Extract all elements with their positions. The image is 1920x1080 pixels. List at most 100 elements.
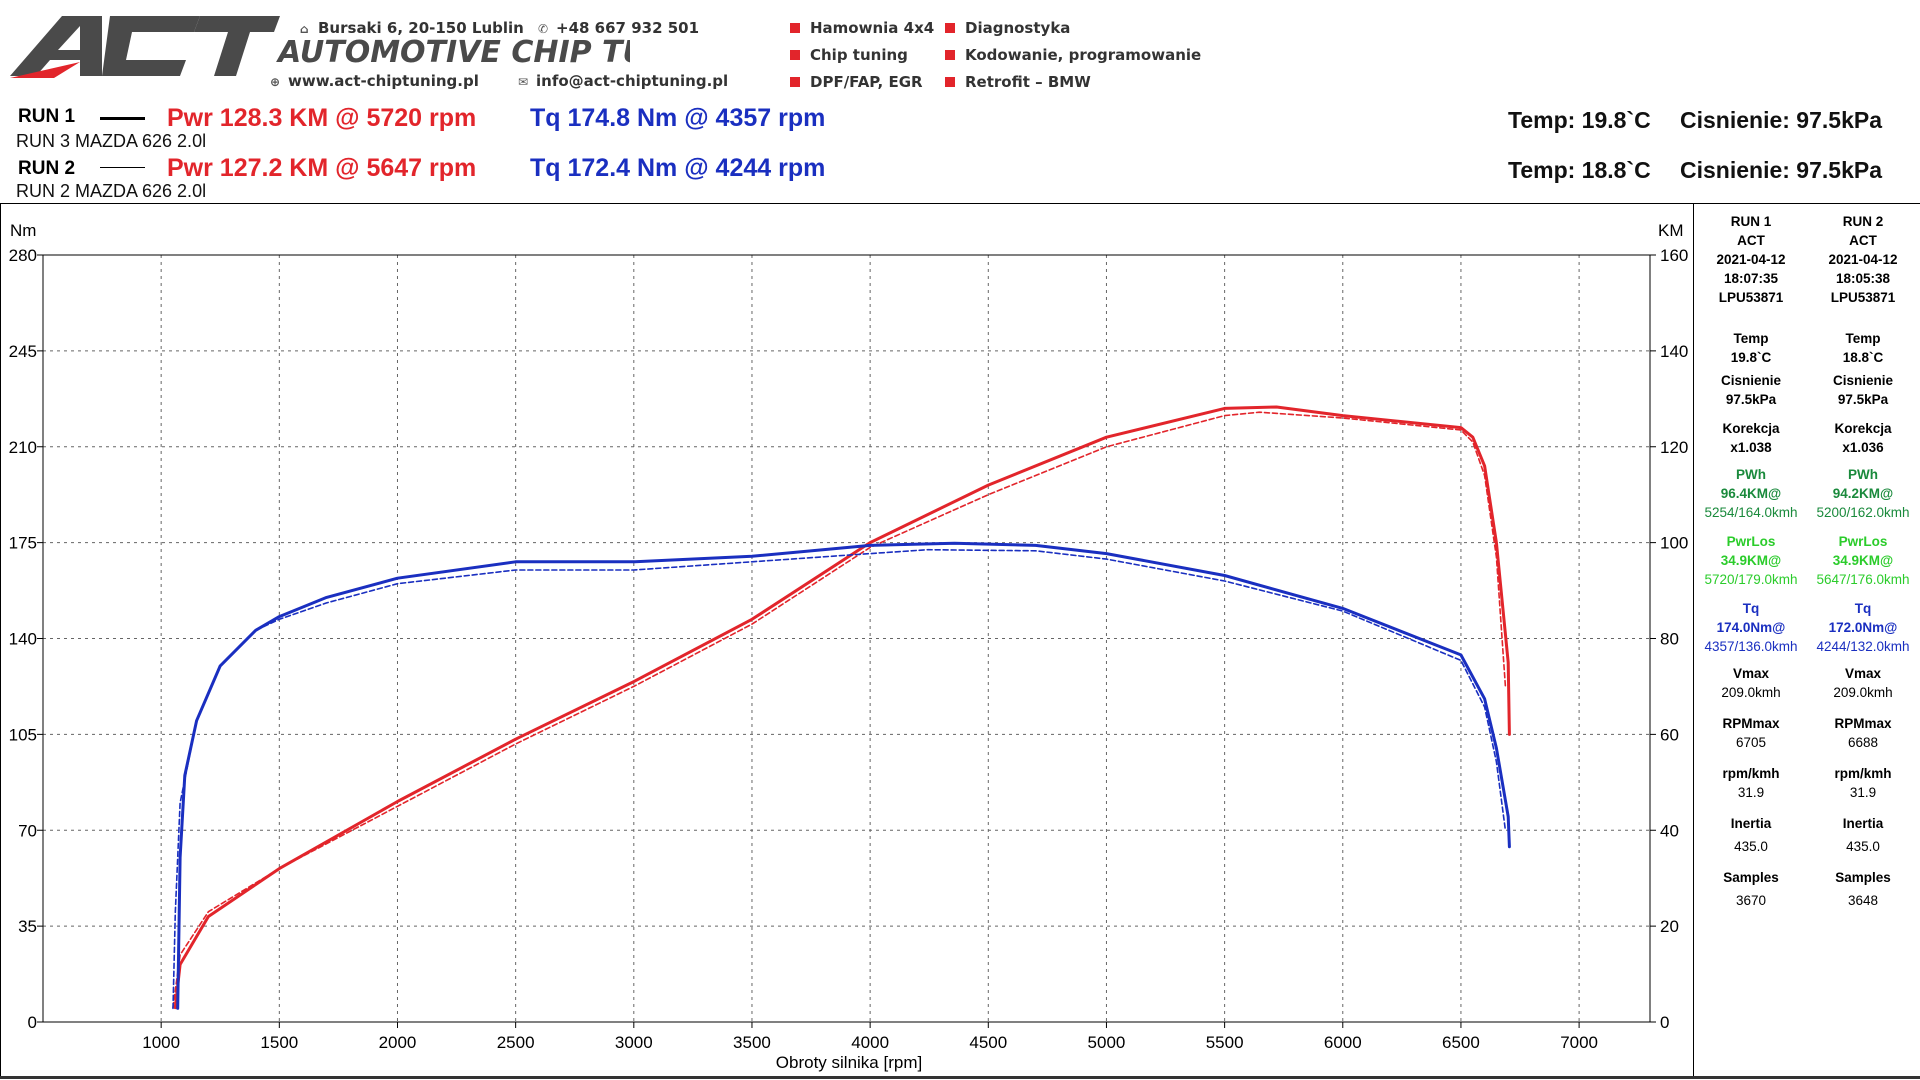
stat-rpmkmh-label: rpm/kmh	[1722, 766, 1780, 781]
service-item: Retrofit – BMW	[945, 73, 1091, 91]
run1-temp: Temp: 19.8`C	[1508, 107, 1651, 133]
run2-pressure: Cisnienie: 97.5kPa	[1680, 157, 1882, 183]
run1-pressure: Cisnienie: 97.5kPa	[1680, 107, 1882, 133]
phone-icon: ✆	[538, 22, 549, 36]
stat-press: 97.5kPa	[1837, 392, 1889, 407]
globe-icon: ⊕	[270, 75, 281, 89]
stat-inertia: 435.0	[1734, 839, 1768, 854]
mail-icon: ✉	[518, 75, 529, 89]
stat-pwh-at: 5200/162.0kmh	[1816, 505, 1910, 520]
y2-axis-label: KM	[1658, 221, 1684, 240]
stat-tq-at: 4357/136.0kmh	[1704, 639, 1798, 654]
x-tick-label: 2000	[379, 1033, 417, 1052]
home-icon: ⌂	[300, 22, 309, 36]
bullet-icon	[945, 77, 955, 87]
y-tick-label: 210	[9, 438, 37, 457]
stat-pwrlos-label: PwrLos	[1726, 534, 1776, 549]
service-item: Diagnostyka	[945, 19, 1070, 37]
y-axis-label: Nm	[10, 221, 36, 240]
stat-inertia-label: Inertia	[1842, 816, 1884, 831]
bottom-border	[0, 1076, 1920, 1079]
website: ⊕ www.act-chiptuning.pl	[270, 72, 479, 90]
x-axis-label: Obroty silnika [rpm]	[776, 1053, 922, 1072]
service-item: Kodowanie, programowanie	[945, 46, 1201, 64]
x-tick-label: 4500	[969, 1033, 1007, 1052]
y2-tick-label: 60	[1660, 725, 1679, 744]
bullet-icon	[790, 23, 800, 33]
stat-korekcja: x1.038	[1730, 440, 1772, 455]
chart-grid	[43, 255, 1650, 1022]
stat-pwrlos: 34.9KM@	[1720, 553, 1782, 568]
stat-pwrlos: 34.9KM@	[1832, 553, 1894, 568]
stat-pwh: 96.4KM@	[1720, 486, 1782, 501]
stat-tq-label: Tq	[1854, 601, 1872, 616]
stats-run2: RUN 2 ACT 2021-04-12 18:05:38 LPU53871 T…	[1808, 212, 1918, 914]
service-item: DPF/FAP, EGR	[790, 73, 923, 91]
run2-temp: Temp: 18.8`C	[1508, 157, 1651, 183]
y-tick-label: 175	[9, 534, 37, 553]
x-tick-label: 1000	[142, 1033, 180, 1052]
torque-curve-run1	[176, 541, 1511, 1010]
stats-panel	[1694, 203, 1920, 1077]
stat-run: RUN 1	[1730, 214, 1772, 229]
stat-rpmmax-label: RPMmax	[1722, 716, 1780, 731]
bullet-icon	[790, 77, 800, 87]
y-tick-label: 140	[9, 630, 37, 649]
bullet-icon	[945, 50, 955, 60]
x-tick-label: 4000	[851, 1033, 889, 1052]
stat-pwh-label: PWh	[1848, 467, 1878, 482]
y2-tick-label: 0	[1660, 1013, 1669, 1032]
stats-run1: RUN 1 ACT 2021-04-12 18:07:35 LPU53871 T…	[1696, 212, 1806, 914]
stat-pwh: 94.2KM@	[1832, 486, 1894, 501]
email: ✉ info@act-chiptuning.pl	[518, 72, 729, 90]
stat-vmax-label: Vmax	[1732, 666, 1770, 681]
torque-curve-run2	[172, 548, 1507, 1010]
y2-tick-label: 80	[1660, 630, 1679, 649]
x-tick-label: 1500	[260, 1033, 298, 1052]
y2-tick-label: 120	[1660, 438, 1688, 457]
x-tick-label: 5500	[1206, 1033, 1244, 1052]
stat-shop: ACT	[1737, 233, 1765, 248]
stat-pwrlos-at: 5647/176.0kmh	[1816, 572, 1910, 587]
chart-axes: 0 35 70 105 140 175 210 245 280 0 20 40 60 80 100 120 14…	[9, 246, 1689, 1052]
stat-rpmmax-label: RPMmax	[1834, 716, 1892, 731]
stat-temp-label: Temp	[1845, 331, 1881, 346]
y2-tick-label: 40	[1660, 821, 1679, 840]
y2-tick-label: 160	[1660, 246, 1688, 265]
bullet-icon	[945, 23, 955, 33]
run1-label: RUN 1	[18, 106, 76, 127]
stat-plate: LPU53871	[1830, 290, 1896, 305]
power-curve-run1	[173, 405, 1511, 1010]
stat-press-label: Cisnienie	[1832, 373, 1894, 388]
run1-legend-line	[100, 117, 145, 120]
y2-tick-label: 100	[1660, 534, 1688, 553]
y2-tick-label: 20	[1660, 917, 1679, 936]
address: ⌂ Bursaki 6, 20-150 Lublin	[300, 19, 524, 37]
service-item: Hamownia 4x4	[790, 19, 934, 37]
power-curve-run2	[172, 411, 1507, 1009]
y-tick-label: 35	[18, 917, 37, 936]
run2-legend-line	[100, 167, 145, 168]
stat-vmax: 209.0kmh	[1833, 685, 1893, 700]
stat-pwh-label: PWh	[1736, 467, 1766, 482]
stat-press: 97.5kPa	[1725, 392, 1777, 407]
stat-tq: 174.0Nm@	[1716, 620, 1786, 635]
stat-run: RUN 2	[1842, 214, 1884, 229]
stat-korekcja: x1.036	[1842, 440, 1884, 455]
stat-vmax: 209.0kmh	[1721, 685, 1781, 700]
stat-rpmmax: 6705	[1735, 735, 1767, 750]
run1-vehicle: RUN 3 MAZDA 626 2.0l	[16, 131, 207, 151]
stat-vmax-label: Vmax	[1844, 666, 1882, 681]
y-tick-label: 245	[9, 342, 37, 361]
stat-rpmkmh: 31.9	[1737, 785, 1765, 800]
service-item: Chip tuning	[790, 46, 908, 64]
stat-rpmkmh: 31.9	[1849, 785, 1877, 800]
stat-tq-label: Tq	[1742, 601, 1760, 616]
stat-time: 18:07:35	[1723, 271, 1779, 286]
stat-samples-label: Samples	[1723, 870, 1779, 885]
stat-tq-at: 4244/132.0kmh	[1816, 639, 1910, 654]
x-tick-label: 3000	[615, 1033, 653, 1052]
stat-shop: ACT	[1849, 233, 1877, 248]
stat-inertia-label: Inertia	[1730, 816, 1772, 831]
y-tick-label: 105	[9, 725, 37, 744]
